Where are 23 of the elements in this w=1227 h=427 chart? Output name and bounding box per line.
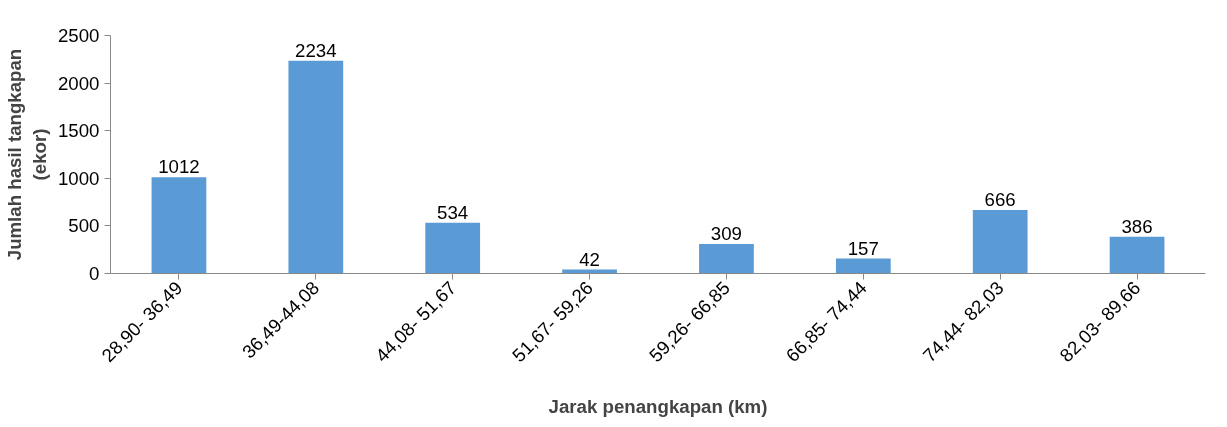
data-label: 666 bbox=[984, 189, 1016, 211]
data-label: 157 bbox=[847, 237, 879, 259]
data-label: 2234 bbox=[295, 39, 337, 61]
bar bbox=[288, 60, 344, 274]
data-label: 1012 bbox=[158, 156, 200, 178]
y-tick-label: 1500 bbox=[58, 120, 100, 142]
y-axis-title: Jumlah hasil tangkapan (ekor) bbox=[3, 48, 50, 261]
bar bbox=[972, 210, 1028, 274]
bar bbox=[425, 222, 481, 274]
data-label: 386 bbox=[1121, 215, 1153, 237]
x-axis-title: Jarak penangkapan (km) bbox=[548, 396, 768, 418]
data-label: 534 bbox=[437, 201, 469, 223]
bar bbox=[835, 258, 891, 274]
bar bbox=[1109, 236, 1165, 274]
y-tick-label: 2000 bbox=[58, 72, 100, 94]
data-label: 42 bbox=[579, 248, 600, 270]
y-tick-label: 1000 bbox=[58, 167, 100, 189]
y-tick-label: 500 bbox=[68, 215, 100, 237]
data-label: 309 bbox=[710, 223, 743, 245]
bar bbox=[151, 177, 207, 274]
y-tick-label: 0 bbox=[89, 263, 100, 284]
bar bbox=[699, 244, 754, 274]
y-tick-label: 2500 bbox=[58, 25, 100, 46]
